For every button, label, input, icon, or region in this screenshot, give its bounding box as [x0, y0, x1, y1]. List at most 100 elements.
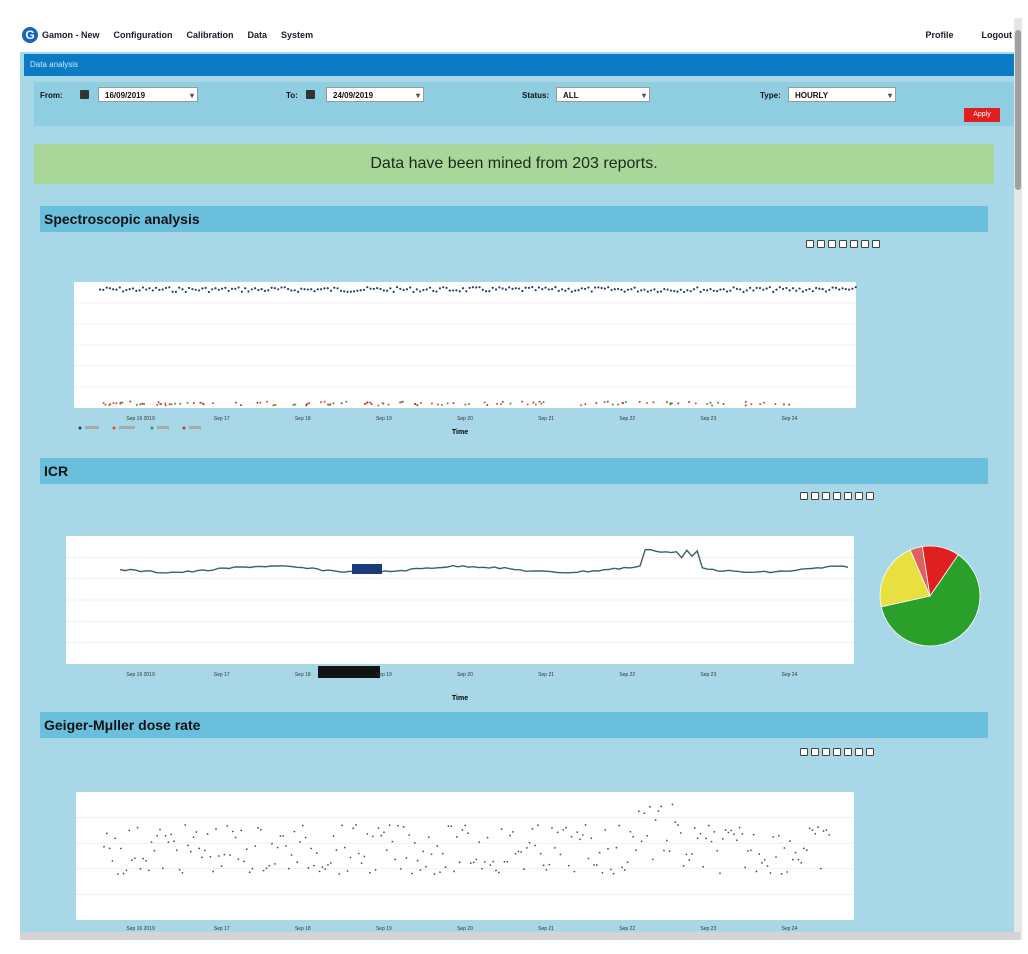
zoom-in-icon[interactable]: [833, 748, 841, 756]
data-point: [293, 830, 296, 833]
data-point: [304, 836, 307, 839]
icr-chart[interactable]: Sep 16 2019 Sep 17 Sep 18 Sep 19 Sep 20 Sep 2…: [40, 530, 870, 705]
autoscale-icon[interactable]: [855, 748, 863, 756]
reset-axes-icon[interactable]: [866, 492, 874, 500]
data-point: [131, 859, 133, 862]
data-point: [579, 838, 581, 841]
data-point: [788, 403, 791, 406]
data-point: [747, 850, 749, 852]
data-point: [383, 831, 385, 834]
data-point: [590, 290, 593, 293]
data-point: [415, 288, 418, 291]
vertical-scrollbar[interactable]: [1014, 18, 1022, 940]
data-point: [307, 866, 310, 869]
camera-icon[interactable]: [806, 240, 814, 248]
data-point: [775, 856, 777, 858]
data-point: [539, 852, 542, 855]
type-select[interactable]: HOURLY ▾: [788, 87, 896, 102]
data-point: [472, 861, 475, 864]
data-point: [117, 873, 119, 875]
spectroscopic-chart[interactable]: Sep 16 2019 Sep 17 Sep 18 Sep 19 Sep 20 Sep 2…: [40, 270, 870, 445]
data-point: [541, 287, 544, 291]
pie-slice[interactable]: [921, 545, 959, 598]
data-point: [324, 868, 327, 870]
zoom-out-icon[interactable]: [844, 748, 852, 756]
pan-icon[interactable]: [822, 492, 830, 500]
data-point: [786, 871, 789, 873]
data-point: [430, 402, 433, 405]
scrollbar-thumb[interactable]: [1015, 30, 1021, 190]
data-point: [766, 865, 769, 867]
nav-item-configuration[interactable]: Configuration: [113, 30, 173, 40]
nav-item-calibration[interactable]: Calibration: [186, 30, 234, 40]
data-point: [789, 840, 791, 842]
from-date-input[interactable]: 16/09/2019 ▾: [98, 87, 198, 102]
data-point: [537, 286, 540, 289]
x-tick-label: Sep 24: [782, 926, 798, 932]
status-select[interactable]: ALL ▾: [556, 87, 650, 102]
data-point: [320, 401, 323, 404]
zoom-icon[interactable]: [811, 748, 819, 756]
icr-pie-chart[interactable]: [878, 544, 982, 648]
data-point: [653, 288, 656, 291]
data-point: [245, 848, 248, 851]
data-point: [153, 849, 156, 852]
geiger-chart[interactable]: Sep 16 2019 Sep 17 Sep 18 Sep 19 Sep 20 Sep 2…: [40, 790, 870, 940]
zoom-icon[interactable]: [817, 240, 825, 248]
data-point: [290, 289, 293, 292]
horizontal-scrollbar[interactable]: [20, 932, 1020, 940]
to-date-input[interactable]: 24/09/2019 ▾: [326, 87, 424, 102]
nav-item-data[interactable]: Data: [247, 30, 268, 40]
data-point: [204, 286, 207, 290]
zoom-out-icon[interactable]: [850, 240, 858, 248]
data-point: [251, 867, 254, 870]
data-point: [651, 858, 654, 861]
pan-icon[interactable]: [828, 240, 836, 248]
data-point: [464, 824, 467, 827]
data-point: [397, 824, 399, 827]
profile-link[interactable]: Profile: [925, 30, 954, 40]
data-point: [668, 850, 671, 852]
data-point: [428, 286, 432, 289]
camera-icon[interactable]: [800, 748, 808, 756]
data-point: [489, 864, 492, 866]
pie-slice[interactable]: [879, 549, 931, 608]
data-point: [353, 290, 356, 293]
data-point: [349, 856, 352, 859]
to-label: To:: [286, 91, 298, 100]
data-point: [762, 288, 765, 291]
pan-icon[interactable]: [822, 748, 830, 756]
data-point: [436, 845, 439, 847]
data-point: [138, 289, 141, 292]
data-point: [624, 400, 627, 403]
nav-item-system[interactable]: System: [281, 30, 314, 40]
nav-item-home[interactable]: Gamon - New: [42, 30, 100, 40]
data-point: [128, 829, 131, 832]
zoom-in-icon[interactable]: [833, 492, 841, 500]
data-point: [369, 871, 371, 874]
calendar-icon[interactable]: [80, 90, 89, 99]
section-header-icr: ICR: [40, 458, 988, 484]
data-point: [156, 834, 159, 837]
zoom-in-icon[interactable]: [839, 240, 847, 248]
camera-icon[interactable]: [800, 492, 808, 500]
pie-slice[interactable]: [880, 554, 981, 647]
reset-axes-icon[interactable]: [872, 240, 880, 248]
calendar-icon[interactable]: [306, 90, 315, 99]
logout-link[interactable]: Logout: [981, 30, 1013, 40]
data-point: [268, 864, 271, 867]
apply-button[interactable]: Apply: [964, 108, 1000, 122]
data-point: [475, 286, 478, 289]
data-point: [483, 861, 486, 863]
data-point: [343, 290, 346, 293]
data-point: [267, 289, 270, 292]
data-point: [475, 858, 478, 861]
data-point: [719, 288, 722, 291]
data-point: [181, 871, 184, 874]
autoscale-icon[interactable]: [855, 492, 863, 500]
autoscale-icon[interactable]: [861, 240, 869, 248]
reset-axes-icon[interactable]: [866, 748, 874, 756]
zoom-out-icon[interactable]: [844, 492, 852, 500]
data-point: [340, 402, 343, 405]
zoom-icon[interactable]: [811, 492, 819, 500]
